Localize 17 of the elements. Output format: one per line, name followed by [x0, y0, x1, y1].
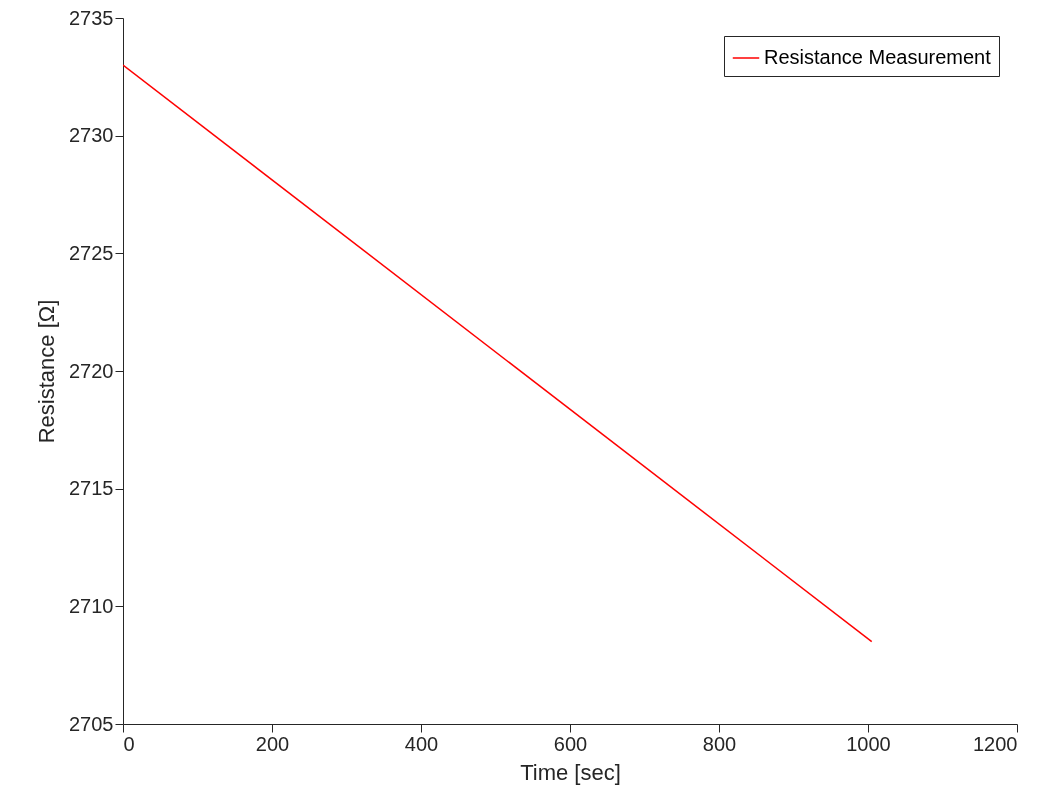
legend-label: Resistance Measurement — [764, 46, 992, 68]
x-tick-label: 1000 — [846, 732, 891, 755]
y-tick-label: 2715 — [69, 477, 114, 500]
y-tick-label: 2725 — [69, 241, 114, 264]
y-axis-title: Resistance [Ω] — [34, 299, 60, 444]
y-tick-label: 2710 — [69, 594, 114, 617]
y-tick-label: 2735 — [69, 6, 114, 29]
y-tick-label: 2720 — [69, 359, 114, 382]
x-tick-label: 400 — [404, 732, 439, 755]
x-tick-label: 600 — [553, 732, 588, 755]
y-tick-label: 2730 — [69, 124, 114, 147]
x-tick-label: 0 — [123, 732, 135, 755]
x-tick-label: 1200 — [973, 732, 1018, 755]
y-tick-label: 2705 — [69, 712, 114, 735]
x-axis-title: Time [sec] — [520, 759, 621, 785]
x-tick-label: 800 — [702, 732, 737, 755]
x-tick-label: 200 — [255, 732, 290, 755]
